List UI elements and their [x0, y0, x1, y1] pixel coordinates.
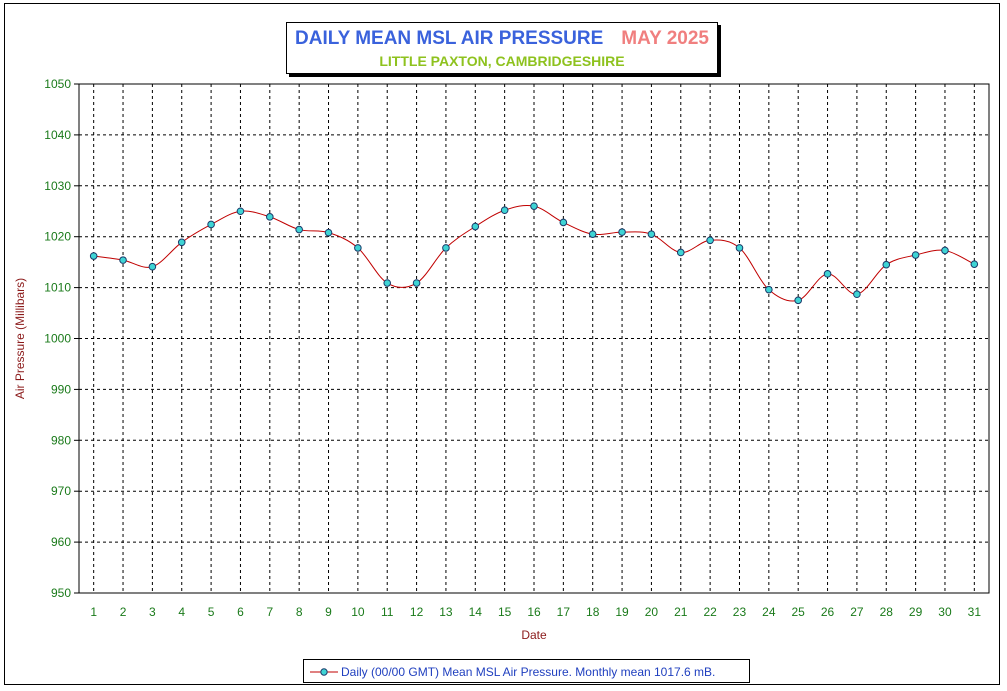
- series-markers: [89, 202, 979, 305]
- data-point: [177, 238, 186, 247]
- chart-title: DAILY MEAN MSL AIR PRESSURE MAY 2025: [287, 28, 717, 50]
- x-tick-label: 23: [733, 605, 747, 619]
- x-tick-label: 27: [850, 605, 864, 619]
- data-point: [559, 218, 568, 227]
- data-point: [853, 290, 861, 299]
- x-tick-label: 11: [381, 605, 394, 619]
- y-tick-label: 970: [51, 484, 71, 498]
- title-main: DAILY MEAN MSL AIR PRESSURE: [295, 28, 604, 49]
- x-tick-label: 12: [410, 605, 424, 619]
- y-tick-label: 1040: [44, 128, 71, 142]
- data-point: [911, 251, 920, 259]
- data-point: [412, 279, 421, 287]
- y-tick-label: 990: [51, 382, 71, 396]
- x-tick-label: 7: [266, 605, 273, 619]
- data-point: [765, 285, 773, 294]
- data-point: [442, 244, 450, 252]
- data-point: [970, 260, 979, 268]
- x-tick-label: 5: [208, 605, 215, 619]
- data-point: [706, 236, 714, 245]
- x-tick-label: 24: [762, 605, 776, 619]
- y-tick-label: 950: [51, 586, 71, 600]
- y-tick-label: 1030: [44, 179, 71, 193]
- data-point: [354, 244, 362, 252]
- x-tick-label: 13: [439, 605, 453, 619]
- x-tick-label: 10: [351, 605, 365, 619]
- data-point: [295, 225, 303, 234]
- x-axis-label: Date: [521, 628, 547, 642]
- grid-lines: [79, 84, 989, 593]
- data-point: [207, 220, 215, 229]
- x-tick-label: 1: [90, 605, 97, 619]
- data-point: [882, 260, 891, 269]
- data-point: [735, 244, 744, 252]
- data-point: [941, 246, 949, 255]
- data-point: [588, 230, 597, 238]
- data-point: [89, 252, 98, 260]
- data-point: [383, 279, 392, 287]
- x-tick-label: 22: [703, 605, 717, 619]
- x-tick-label: 9: [325, 605, 332, 619]
- y-tick-label: 1000: [44, 332, 71, 346]
- x-tick-label: 2: [120, 605, 127, 619]
- data-point: [324, 228, 333, 237]
- x-tick-label: 16: [527, 605, 541, 619]
- x-tick-label: 4: [178, 605, 185, 619]
- x-tick-label: 26: [821, 605, 835, 619]
- x-tick-label: 17: [557, 605, 571, 619]
- x-tick-label: 3: [149, 605, 156, 619]
- title-month: MAY 2025: [621, 28, 709, 49]
- axes: [74, 83, 990, 594]
- data-point: [676, 248, 685, 257]
- y-tick-label: 1020: [44, 230, 71, 244]
- data-point: [530, 202, 538, 210]
- x-tick-label: 15: [498, 605, 512, 619]
- data-point: [119, 256, 127, 264]
- data-point: [618, 228, 626, 236]
- data-point: [266, 213, 274, 221]
- legend-entry: Daily (00/00 GMT) Mean MSL Air Pressure.…: [341, 665, 716, 679]
- plot-border: [78, 83, 990, 594]
- x-tick-label: 31: [968, 605, 982, 619]
- x-tick-label: 6: [237, 605, 244, 619]
- data-point: [794, 296, 802, 305]
- y-tick-label: 1050: [44, 77, 71, 91]
- data-point: [823, 270, 832, 278]
- data-point: [647, 230, 656, 238]
- data-point: [236, 207, 245, 216]
- x-tick-labels: 1 2 3 4 5 6 7 8 9 10 11 12 13 14 15 16 17 18 19 20 21 22 23 24 2…: [90, 605, 981, 619]
- chart-title-box: DAILY MEAN MSL AIR PRESSURE MAY 2025 LITT…: [286, 22, 718, 74]
- y-tick-label: 1010: [44, 281, 71, 295]
- x-tick-label: 20: [645, 605, 659, 619]
- y-tick-label: 980: [51, 433, 71, 447]
- legend: Daily (00/00 GMT) Mean MSL Air Pressure.…: [303, 659, 750, 683]
- x-tick-label: 28: [880, 605, 894, 619]
- x-tick-label: 29: [909, 605, 923, 619]
- chart-subtitle: LITTLE PAXTON, CAMBRIDGESHIRE: [379, 53, 625, 69]
- y-tick-label: 960: [51, 535, 71, 549]
- data-point: [148, 262, 157, 271]
- legend-swatch: [310, 668, 338, 676]
- x-tick-label: 14: [469, 605, 483, 619]
- data-point: [471, 222, 480, 231]
- x-tick-label: 25: [792, 605, 806, 619]
- data-point: [500, 206, 509, 215]
- y-axis-label: Air Pressure (Millibars): [13, 278, 27, 399]
- x-tick-label: 18: [586, 605, 600, 619]
- x-tick-label: 19: [615, 605, 629, 619]
- x-tick-label: 21: [674, 605, 688, 619]
- x-tick-label: 30: [938, 605, 952, 619]
- y-tick-labels: 950 960 970 980 990 1000 1010 1020 1030 1040 1050: [44, 77, 71, 600]
- x-tick-label: 8: [296, 605, 303, 619]
